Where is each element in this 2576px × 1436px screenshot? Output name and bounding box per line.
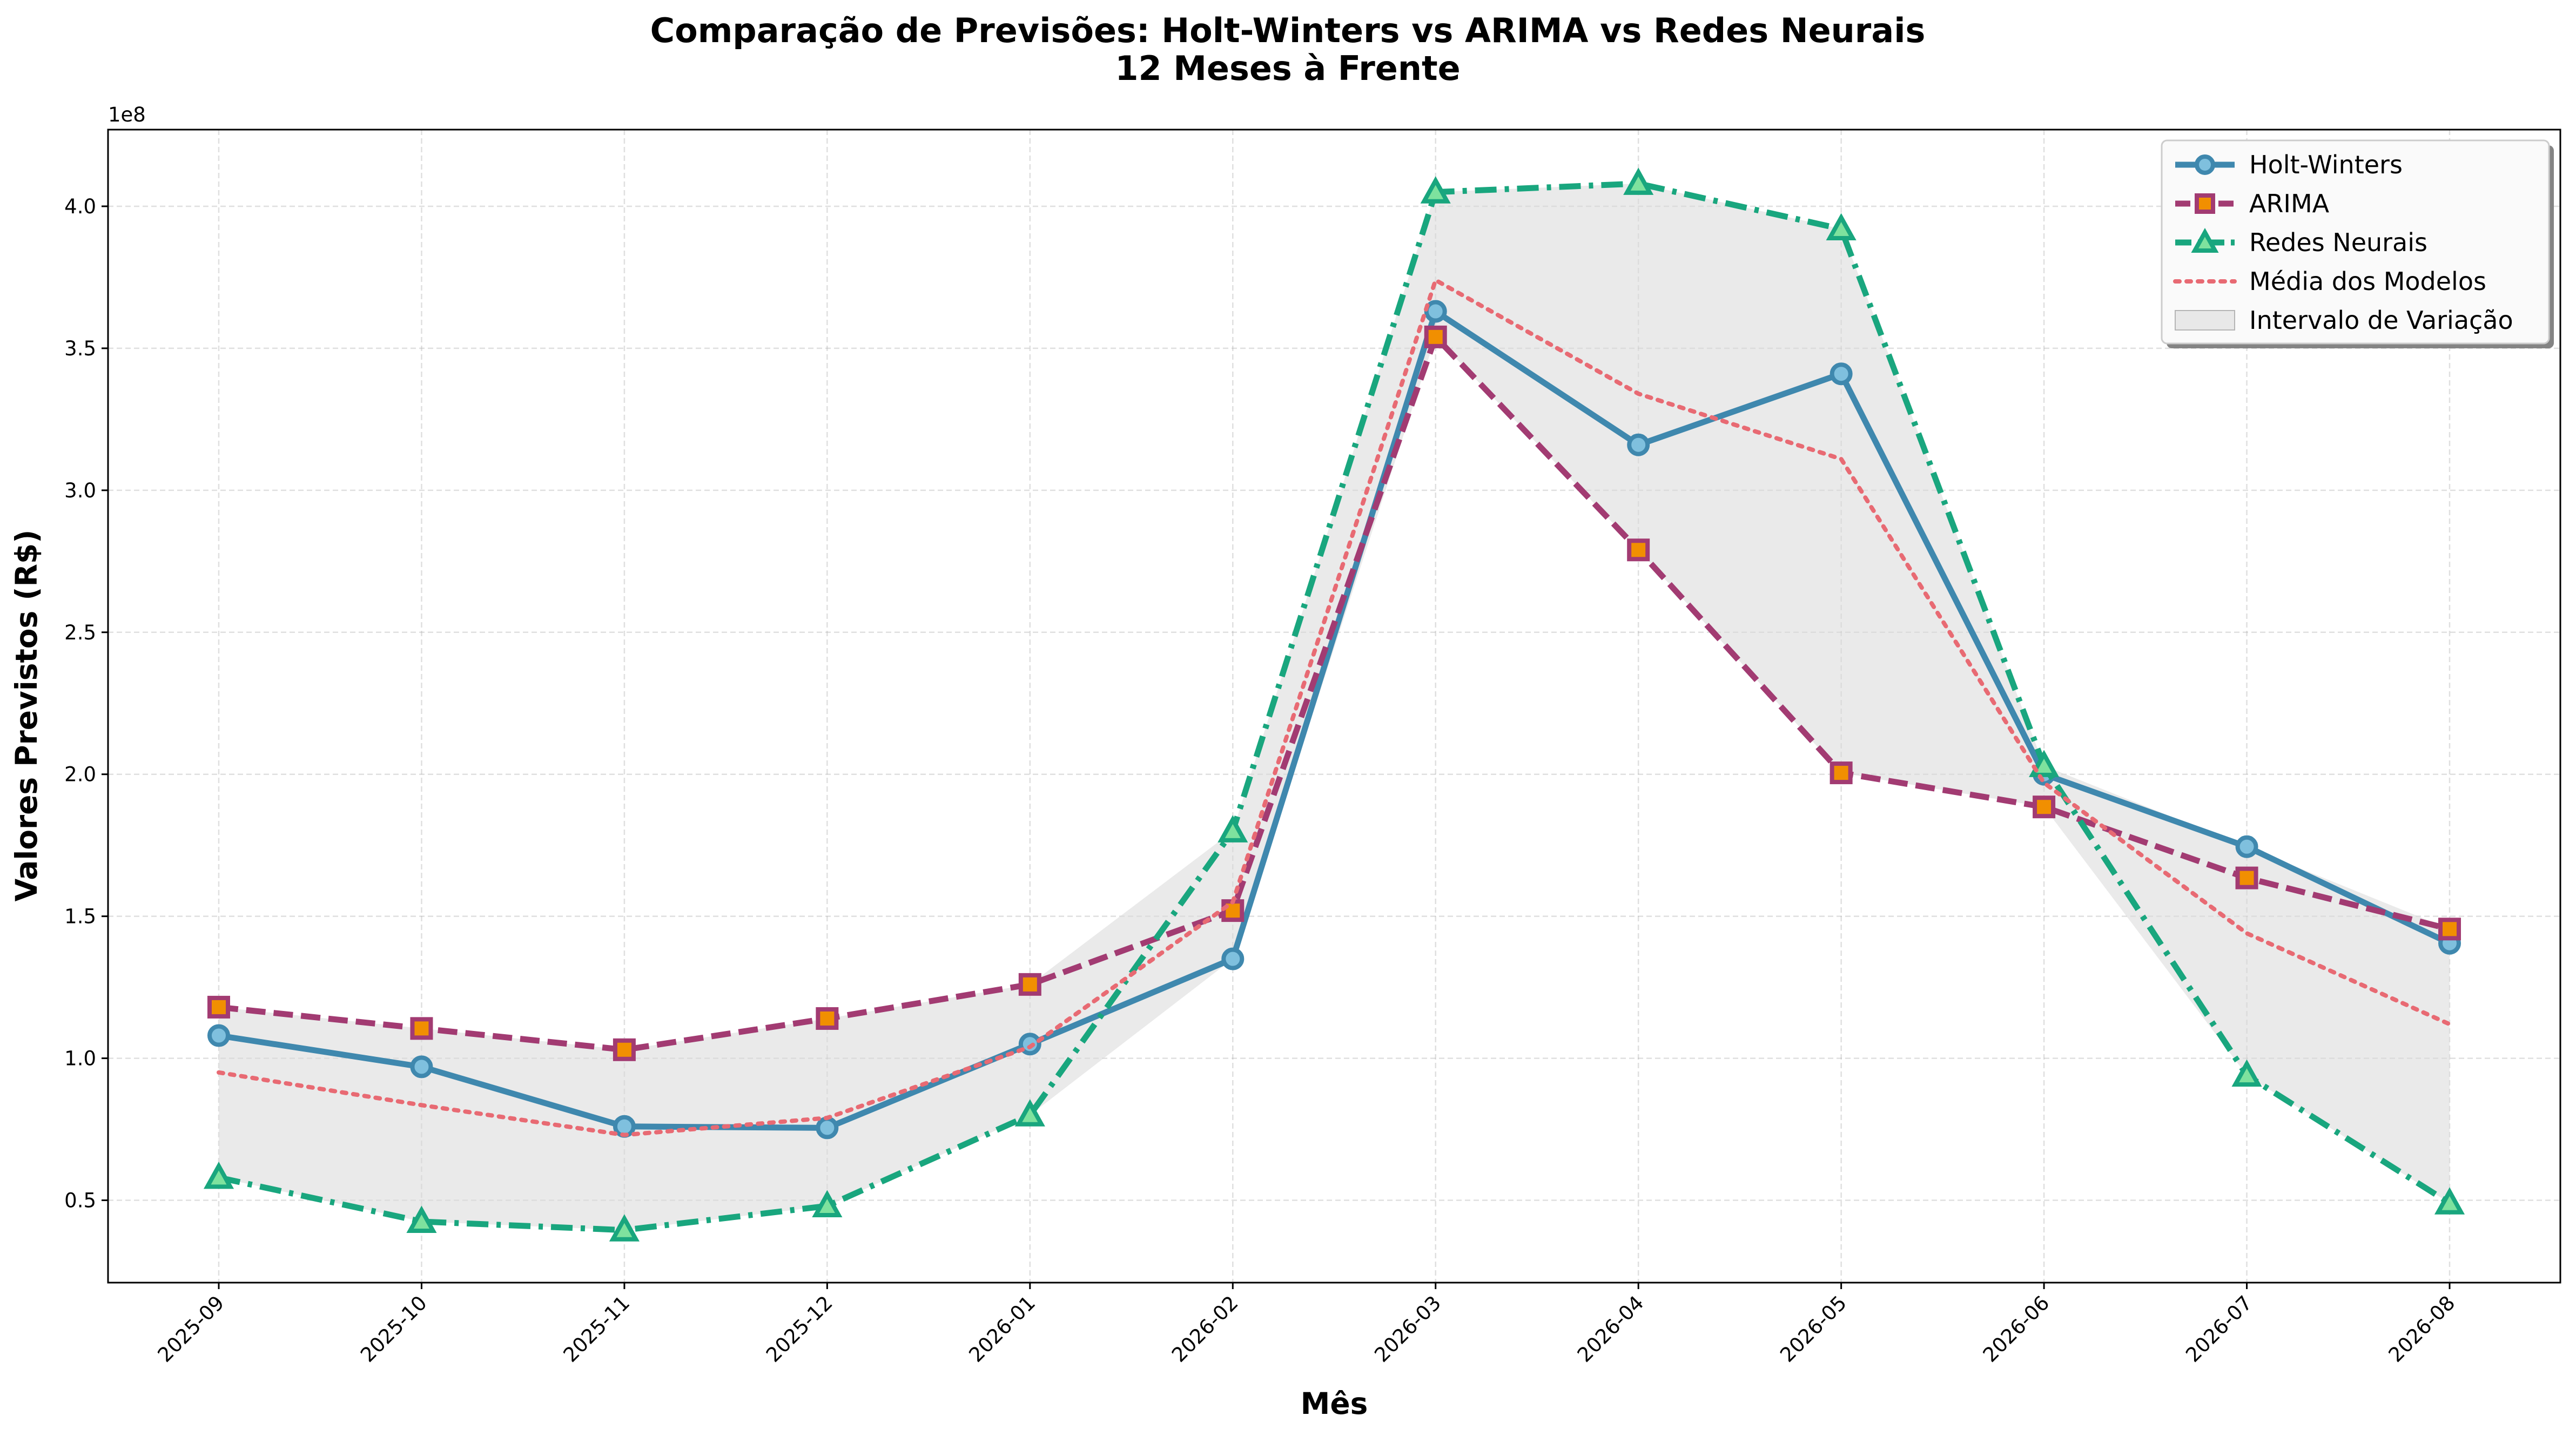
y-axis-label: Valores Previstos (R$) (9, 530, 44, 902)
y-tick-label: 3.0 (64, 479, 96, 502)
series-line-holt-winters (218, 308, 2451, 1131)
data-point-arima (1830, 761, 1853, 785)
series-line-arima (218, 334, 2451, 1053)
data-point-holt-winters (1018, 1033, 1041, 1056)
data-point-redes-neurais (1623, 167, 1654, 195)
data-point-holt-winters (1221, 947, 1245, 970)
y-tick-label: 2.5 (64, 621, 96, 644)
legend-label: Média dos Modelos (2249, 267, 2486, 296)
data-point-holt-winters (207, 1024, 230, 1047)
chart-title-line-1: Comparação de Previsões: Holt-Winters vs… (650, 11, 1926, 50)
data-point-redes-neurais (812, 1190, 843, 1218)
data-point-arima (613, 1038, 636, 1061)
data-point-arima (2235, 866, 2258, 889)
legend: Holt-Winters ARIMA Redes Neurais Média dos … (2161, 139, 2554, 348)
y-tick-label: 4.0 (64, 195, 96, 218)
plot-frame (107, 129, 2561, 1284)
data-point-arima (1627, 538, 1650, 562)
data-point-holt-winters (816, 1116, 839, 1140)
data-point-arima (1018, 973, 1041, 996)
data-point-arima (816, 1007, 839, 1030)
data-point-redes-neurais (1420, 176, 1451, 204)
y-tick-label: 0.5 (64, 1189, 96, 1212)
data-point-redes-neurais (1218, 815, 1248, 842)
data-point-redes-neurais (2434, 1187, 2465, 1215)
y-tick-label: 1.5 (64, 905, 96, 928)
data-point-redes-neurais (406, 1205, 437, 1233)
legend-label: Intervalo de Variação (2249, 306, 2513, 335)
legend-box (2161, 139, 2550, 345)
data-point-redes-neurais (1014, 1099, 1045, 1127)
data-point-redes-neurais (203, 1161, 234, 1189)
legend-label: Redes Neurais (2249, 228, 2427, 257)
data-point-redes-neurais (2231, 1059, 2262, 1087)
data-point-arima (207, 995, 230, 1019)
variation-band-layer (219, 183, 2450, 1230)
y-tick-label: 1.0 (64, 1047, 96, 1070)
data-point-arima (2033, 795, 2056, 819)
data-point-redes-neurais (2191, 228, 2219, 253)
legend-swatch-band (2175, 310, 2235, 331)
y-tick-label: 2.0 (64, 763, 96, 786)
data-point-redes-neurais (609, 1214, 640, 1242)
chart-title-line-2: 12 Meses à Frente (1115, 49, 1460, 88)
data-point-holt-winters (410, 1055, 433, 1078)
data-point-arima (2195, 193, 2215, 214)
data-point-holt-winters (2235, 835, 2258, 858)
data-point-holt-winters (2195, 154, 2215, 175)
y-axis-offset-label: 1e8 (108, 103, 146, 126)
legend-label: Holt-Winters (2249, 150, 2403, 179)
series-line-redes-neurais (218, 180, 2451, 1233)
data-point-arima (2438, 918, 2461, 941)
series-line-m-dia-dos-modelos (217, 278, 2452, 1137)
legend-label: ARIMA (2249, 189, 2330, 218)
data-point-arima (410, 1017, 433, 1040)
data-point-arima (1424, 325, 1447, 348)
y-tick-label: 3.5 (64, 337, 96, 360)
x-axis-label: Mês (1301, 1386, 1368, 1421)
variation-band (219, 183, 2450, 1230)
data-point-holt-winters (1627, 433, 1650, 456)
data-point-holt-winters (1830, 362, 1853, 386)
data-point-redes-neurais (1826, 213, 1857, 241)
series-layer (203, 167, 2465, 1242)
